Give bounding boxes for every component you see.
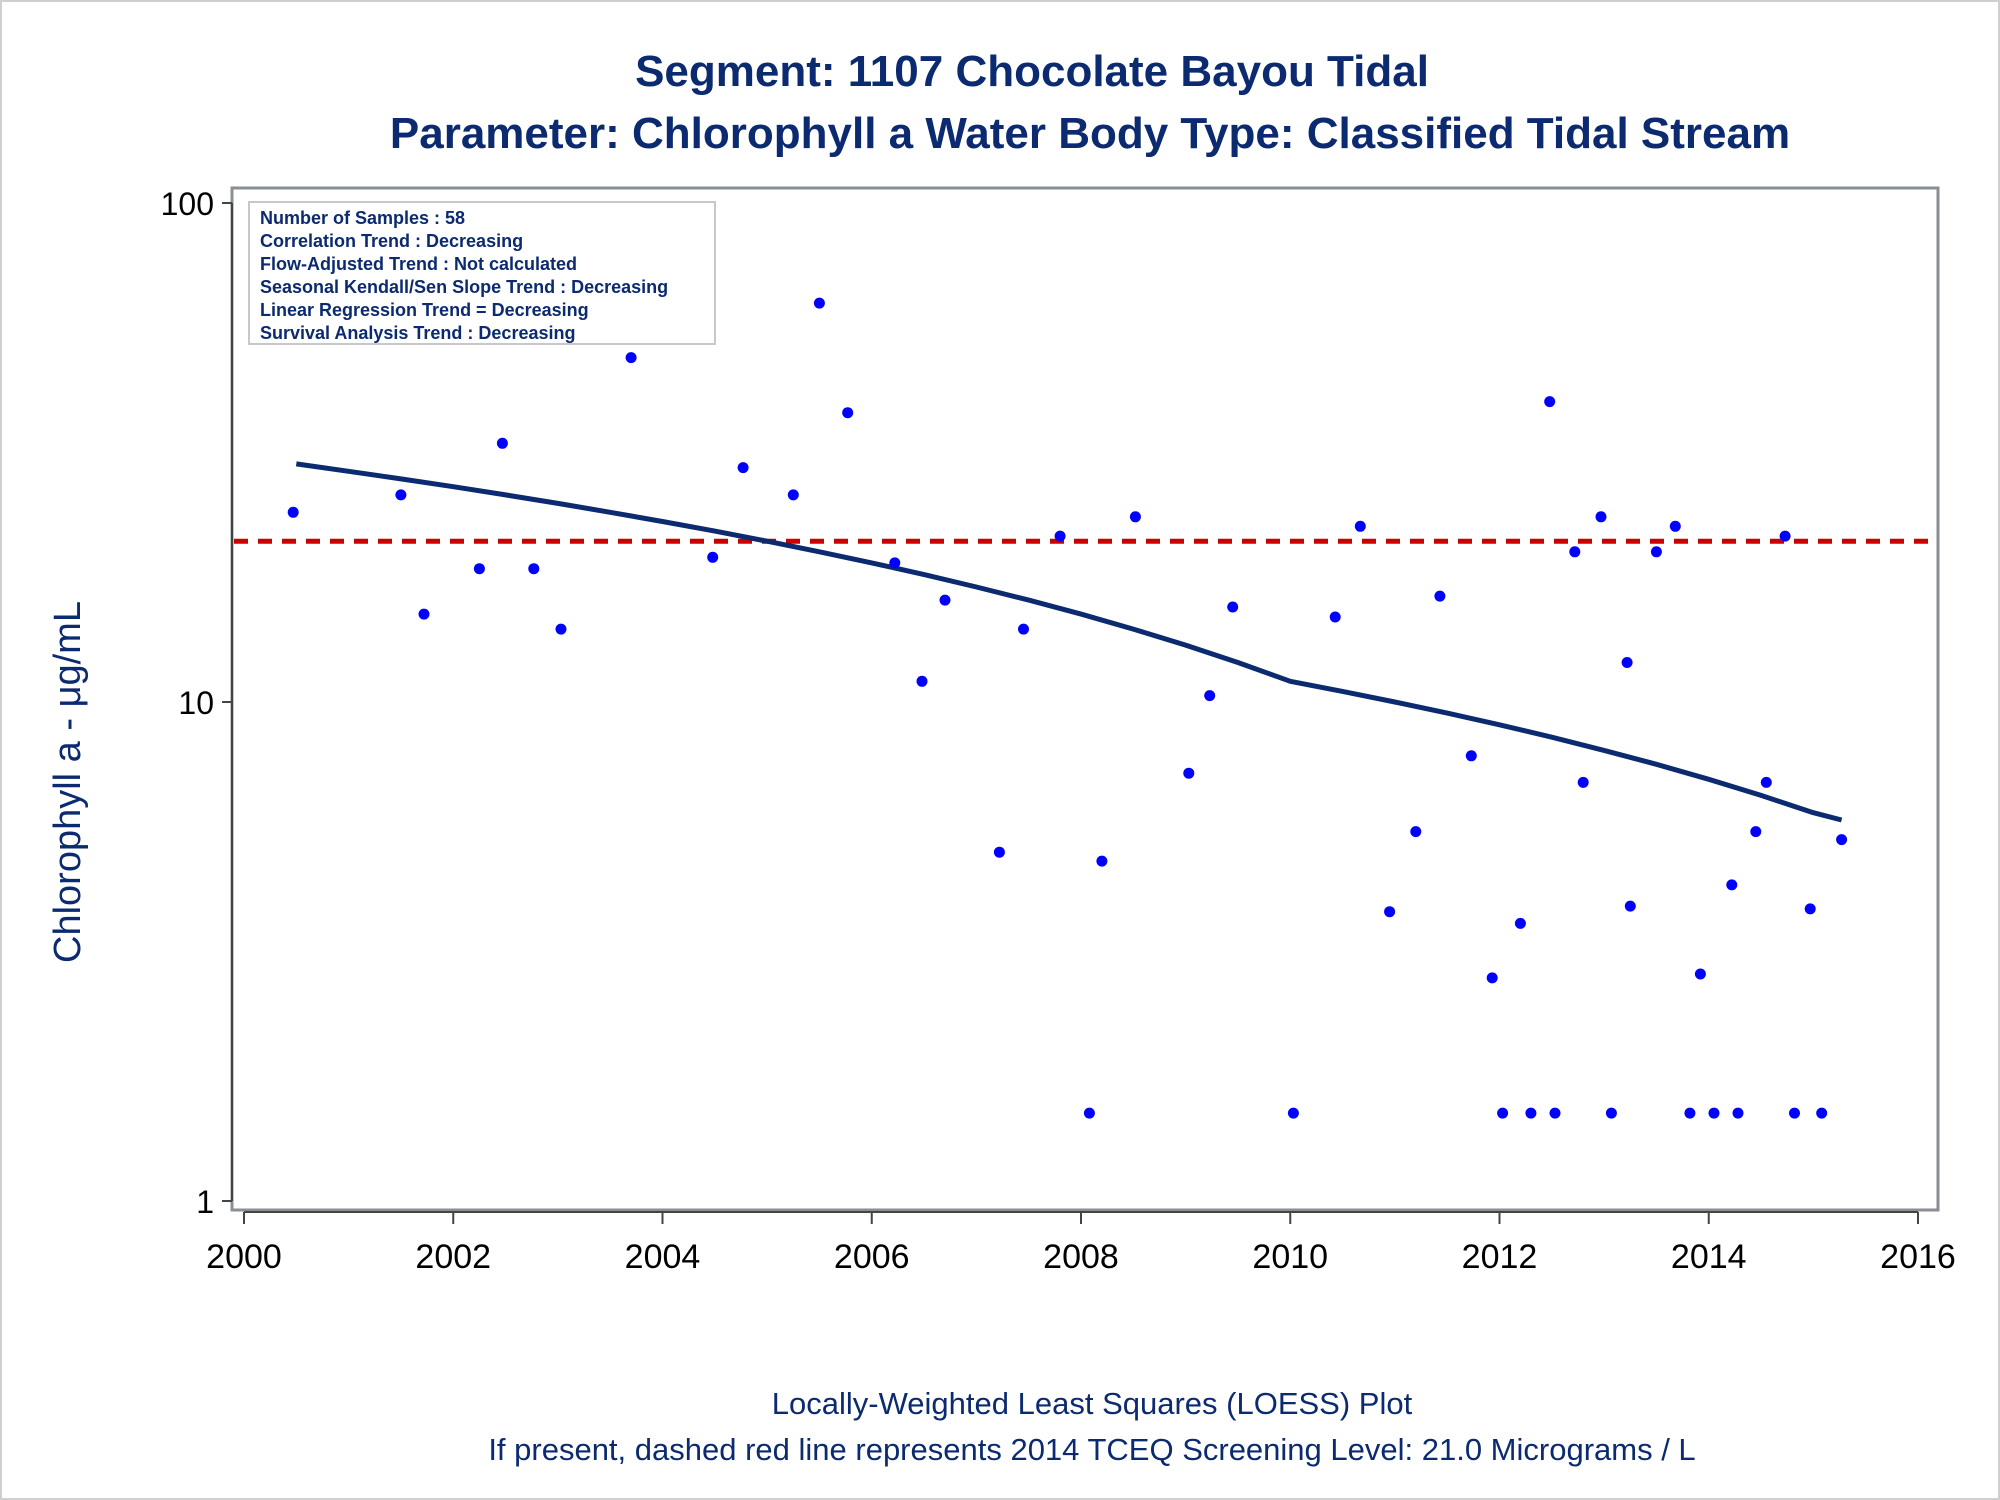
x-tick-label: 2004 [625, 1238, 701, 1276]
data-point [1650, 546, 1662, 558]
x-tick-label: 2012 [1462, 1238, 1538, 1276]
stats-box-border [248, 201, 716, 345]
data-point [1569, 546, 1581, 558]
data-point [1779, 530, 1791, 542]
data-point [1287, 1107, 1299, 1119]
footnote-loess: Locally-Weighted Least Squares (LOESS) P… [772, 1386, 1413, 1421]
y-tick-label: 10 [178, 685, 214, 721]
loess-layer [295, 461, 1843, 823]
data-point [889, 557, 901, 569]
x-tick-label: 2002 [415, 1238, 491, 1276]
stats-line: Correlation Trend : Decreasing [260, 231, 523, 251]
data-point [1329, 611, 1341, 623]
loess-curve [295, 461, 1843, 823]
data-point [395, 489, 407, 501]
data-point [1750, 826, 1762, 838]
data-point [813, 297, 825, 309]
stats-line: Linear Regression Trend = Decreasing [260, 300, 589, 320]
data-point [1227, 601, 1239, 613]
data-point [1684, 1107, 1696, 1119]
data-point [1804, 903, 1816, 915]
data-point [1669, 520, 1681, 532]
data-point [1018, 623, 1029, 635]
data-point [287, 506, 299, 518]
data-point [1595, 511, 1607, 523]
data-point [1836, 834, 1848, 846]
data-point [625, 352, 637, 364]
data-points [287, 297, 1848, 1119]
x-axis: 2000 2002 2004 2006 2008 2010 2012 2014 2016 [206, 1211, 1956, 1276]
data-point [1549, 1107, 1561, 1119]
stats-line: Number of Samples : 58 [260, 208, 465, 228]
data-point [1410, 826, 1422, 838]
data-point [1525, 1107, 1537, 1119]
y-tick-label: 100 [161, 186, 214, 222]
x-tick-label: 2014 [1671, 1238, 1747, 1276]
chart-title: Segment: 1107 Chocolate Bayou Tidal [635, 47, 1429, 96]
y-axis: 1 10 100 [161, 186, 233, 1220]
data-point [473, 563, 485, 575]
y-tick-label: 1 [196, 1184, 214, 1220]
stats-line: Survival Analysis Trend : Decreasing [260, 323, 575, 343]
data-point [1605, 1107, 1617, 1119]
data-point [1384, 906, 1396, 918]
x-tick-label: 2016 [1880, 1238, 1956, 1276]
y-axis-label: Chlorophyll a - μg/mL [47, 601, 89, 963]
data-point [737, 462, 749, 474]
data-point [1183, 767, 1195, 779]
data-point [1497, 1107, 1509, 1119]
data-point [1789, 1107, 1800, 1119]
data-point [1816, 1107, 1828, 1119]
data-point [1204, 690, 1216, 702]
data-point [418, 608, 430, 620]
data-point [1465, 750, 1477, 762]
data-point [1760, 776, 1772, 788]
data-point [1726, 879, 1738, 891]
data-point [1434, 590, 1446, 602]
data-point [939, 594, 951, 606]
data-point [1708, 1107, 1720, 1119]
data-point [916, 675, 928, 687]
stats-line: Seasonal Kendall/Sen Slope Trend : Decre… [260, 277, 668, 297]
data-point [528, 563, 540, 575]
data-point [1096, 855, 1108, 867]
data-point [1694, 968, 1706, 980]
data-point [1486, 972, 1498, 984]
x-tick-label: 2000 [206, 1238, 282, 1276]
chart-subtitle: Parameter: Chlorophyll a Water Body Type… [390, 109, 1790, 158]
data-point [1732, 1107, 1744, 1119]
data-point [555, 623, 567, 635]
data-point [496, 437, 508, 449]
data-point [787, 489, 799, 501]
data-point [1054, 530, 1066, 542]
data-point [993, 846, 1005, 858]
x-tick-label: 2010 [1252, 1238, 1328, 1276]
data-point [1621, 657, 1633, 668]
x-tick-label: 2008 [1043, 1238, 1119, 1276]
data-point [1129, 511, 1141, 523]
data-point [1354, 520, 1366, 532]
data-point [1624, 900, 1636, 912]
x-tick-label: 2006 [834, 1238, 910, 1276]
data-point [842, 407, 854, 419]
data-point [1544, 396, 1556, 408]
stats-box: Number of Samples : 58 Correlation Trend… [248, 201, 716, 345]
data-point [707, 551, 719, 563]
footnote-screening: If present, dashed red line represents 2… [488, 1432, 1695, 1467]
stats-line: Flow-Adjusted Trend : Not calculated [260, 254, 577, 274]
data-point [1514, 917, 1526, 929]
data-point [1577, 776, 1589, 788]
data-point [1083, 1107, 1095, 1119]
